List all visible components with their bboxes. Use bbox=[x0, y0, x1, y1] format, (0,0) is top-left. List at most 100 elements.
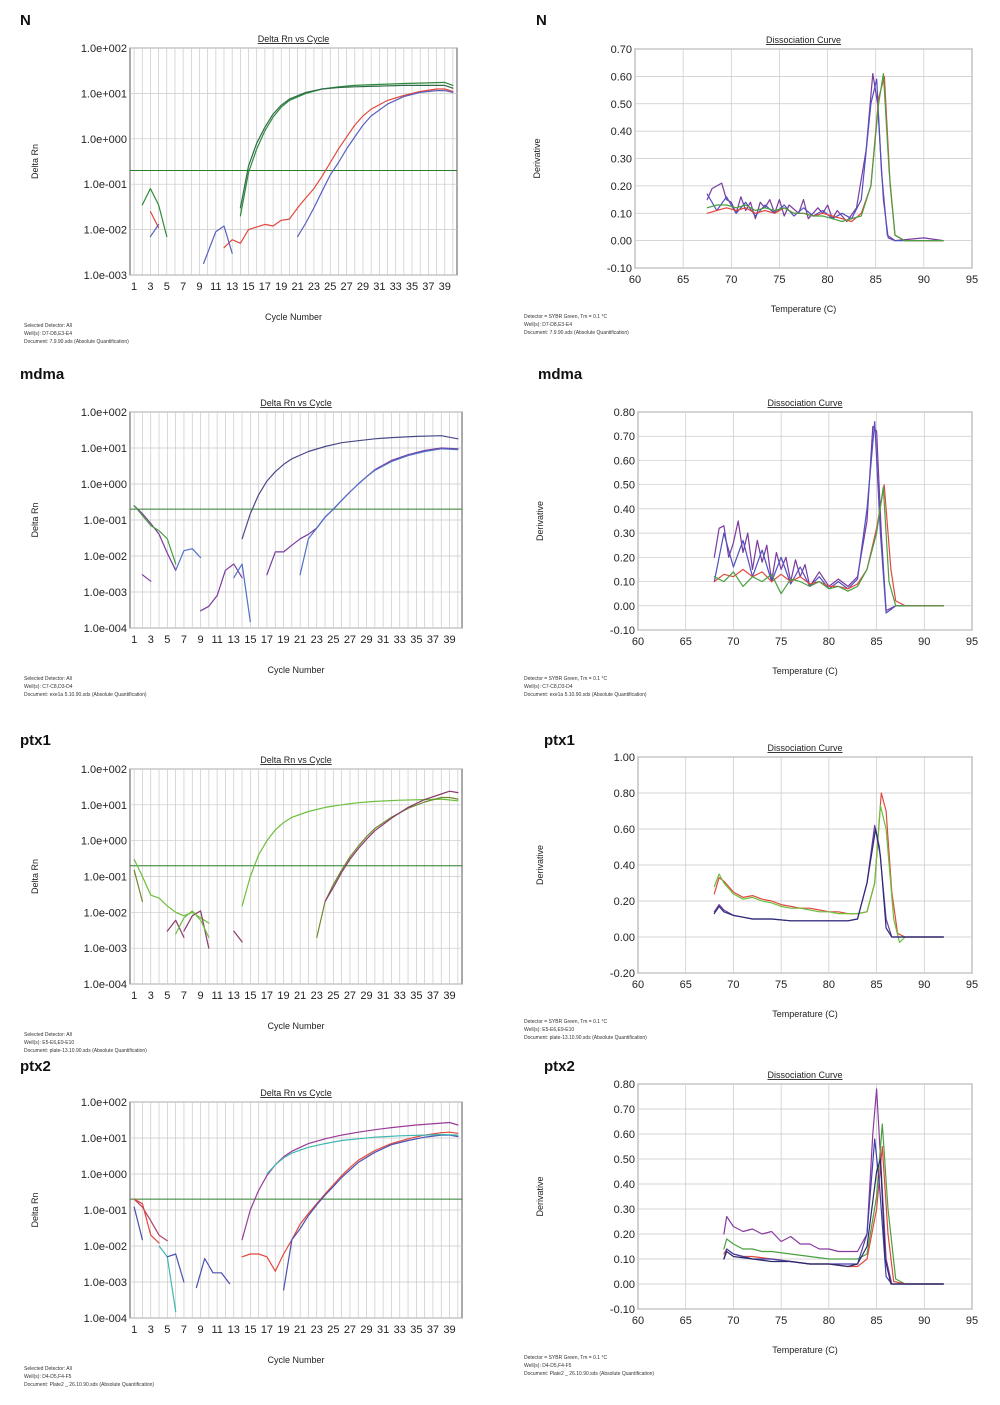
x-tick-label: 95 bbox=[966, 979, 978, 991]
series-line bbox=[133, 1198, 168, 1242]
x-tick-label: 27 bbox=[344, 990, 356, 1002]
footer-text: Well(s): C7-C8,D3-D4 bbox=[524, 684, 573, 690]
series-line bbox=[166, 919, 185, 938]
y-tick-label: 0.20 bbox=[614, 896, 635, 908]
footer-text: Selected Detector: All bbox=[24, 323, 72, 329]
series-line bbox=[203, 225, 233, 264]
y-tick-label: 0.70 bbox=[614, 431, 635, 443]
x-tick-label: 13 bbox=[228, 1324, 240, 1336]
x-tick-label: 19 bbox=[277, 1324, 289, 1336]
footer-text: Document: plate-13.10.90.sds (Absolute Q… bbox=[24, 1048, 147, 1054]
x-axis-title: Cycle Number bbox=[267, 665, 324, 675]
footer-text: Document: exe1a 5.10.90.sds (Absolute Qu… bbox=[524, 692, 647, 698]
x-tick-label: 5 bbox=[164, 990, 170, 1002]
footer-text: Detector = SYBR Green, Tm = 0.1 °C bbox=[524, 1019, 607, 1025]
y-axis-title: Derivative bbox=[535, 501, 545, 541]
y-tick-label: 1.0e-001 bbox=[84, 872, 127, 884]
x-tick-label: 25 bbox=[324, 281, 336, 293]
y-tick-label: 0.50 bbox=[611, 99, 632, 111]
footer-text: Well(s): E5-E6,E9-E10 bbox=[24, 1040, 74, 1046]
x-tick-label: 9 bbox=[197, 990, 203, 1002]
footer-text: Detector = SYBR Green, Tm = 0.1 °C bbox=[524, 676, 607, 682]
footer-text: Document: 7.9.90.sds (Absolute Quantific… bbox=[524, 330, 629, 336]
x-tick-label: 17 bbox=[261, 634, 273, 646]
y-tick-label: 1.0e-002 bbox=[84, 551, 127, 563]
x-tick-label: 95 bbox=[966, 274, 978, 286]
y-tick-label: 1.0e-002 bbox=[84, 1241, 127, 1253]
footer-text: Well(s): D4-D5,F4-F5 bbox=[24, 1374, 72, 1380]
x-tick-label: 21 bbox=[294, 1324, 306, 1336]
x-tick-label: 95 bbox=[966, 1315, 978, 1327]
x-tick-label: 60 bbox=[632, 636, 644, 648]
y-tick-label: 0.70 bbox=[611, 44, 632, 56]
x-tick-label: 85 bbox=[870, 1315, 882, 1327]
x-tick-label: 60 bbox=[632, 979, 644, 991]
series-line bbox=[713, 792, 944, 938]
y-tick-label: 1.0e-004 bbox=[84, 1313, 127, 1325]
x-tick-label: 37 bbox=[427, 1324, 439, 1336]
footer-text: Selected Detector: All bbox=[24, 1032, 72, 1038]
series-line bbox=[723, 1123, 944, 1285]
x-tick-label: 80 bbox=[823, 636, 835, 648]
series-line bbox=[175, 910, 210, 938]
footer-text: Selected Detector: All bbox=[24, 676, 72, 682]
y-tick-label: 1.0e+002 bbox=[81, 1097, 127, 1109]
panel-gene-label: ptx2 bbox=[20, 1058, 51, 1075]
x-tick-label: 19 bbox=[277, 634, 289, 646]
series-line bbox=[283, 1134, 459, 1291]
x-tick-label: 60 bbox=[632, 1315, 644, 1327]
x-tick-label: 13 bbox=[228, 634, 240, 646]
y-tick-label: 0.60 bbox=[614, 1129, 635, 1141]
x-tick-label: 19 bbox=[275, 281, 287, 293]
series-line bbox=[241, 798, 459, 907]
series-line bbox=[324, 790, 459, 903]
series-line bbox=[141, 574, 152, 582]
x-tick-label: 33 bbox=[390, 281, 402, 293]
plot-area bbox=[637, 411, 973, 631]
x-tick-label: 27 bbox=[344, 634, 356, 646]
y-tick-label: 1.0e+002 bbox=[81, 764, 127, 776]
series-line bbox=[233, 930, 243, 943]
y-tick-label: 0.20 bbox=[611, 181, 632, 193]
x-tick-label: 27 bbox=[344, 1324, 356, 1336]
footer-text: Document: 7.9.90.sds (Absolute Quantific… bbox=[24, 339, 129, 345]
x-tick-label: 13 bbox=[226, 281, 238, 293]
series-line bbox=[713, 828, 944, 938]
y-axis-title: Derivative bbox=[532, 138, 542, 178]
x-tick-label: 75 bbox=[773, 274, 785, 286]
y-tick-label: 0.50 bbox=[614, 480, 635, 492]
x-tick-label: 60 bbox=[629, 274, 641, 286]
series-line bbox=[133, 1206, 143, 1241]
y-axis-title: Delta Rn bbox=[30, 144, 40, 179]
x-tick-label: 31 bbox=[377, 990, 389, 1002]
x-tick-label: 23 bbox=[308, 281, 320, 293]
x-tick-label: 33 bbox=[394, 990, 406, 1002]
y-tick-label: 0.00 bbox=[611, 236, 632, 248]
x-tick-label: 90 bbox=[918, 274, 930, 286]
x-tick-label: 25 bbox=[327, 1324, 339, 1336]
x-tick-label: 75 bbox=[775, 636, 787, 648]
y-tick-label: 0.60 bbox=[611, 71, 632, 83]
x-tick-label: 80 bbox=[823, 1315, 835, 1327]
chart-ptx2-diss: 60 65 70 75 80 85 90 95 0.80 0.70 0.60 0.50 0.40 0.30… bbox=[524, 1070, 978, 1377]
series-line bbox=[241, 435, 459, 540]
y-tick-label: -0.10 bbox=[607, 263, 632, 275]
y-tick-label: 1.0e+002 bbox=[81, 407, 127, 419]
series-line bbox=[223, 88, 454, 249]
footer-text: Document: Plate2 _ 26.10.90.sds (Absolut… bbox=[24, 1382, 154, 1388]
y-tick-label: -0.10 bbox=[610, 1304, 635, 1316]
y-tick-label: 1.0e+000 bbox=[81, 479, 127, 491]
y-tick-label: 0.60 bbox=[614, 455, 635, 467]
x-tick-label: 19 bbox=[277, 990, 289, 1002]
y-tick-label: 1.0e+000 bbox=[81, 1169, 127, 1181]
series-line bbox=[166, 1253, 185, 1283]
y-tick-label: 1.0e+001 bbox=[81, 800, 127, 812]
series-line bbox=[133, 505, 177, 565]
series-line bbox=[713, 486, 944, 607]
x-tick-label: 1 bbox=[131, 1324, 137, 1336]
x-tick-label: 35 bbox=[410, 634, 422, 646]
y-axis-title: Derivative bbox=[535, 845, 545, 885]
y-tick-label: 1.0e-002 bbox=[84, 225, 127, 237]
y-tick-label: 1.0e-003 bbox=[84, 270, 127, 282]
series-line bbox=[141, 188, 168, 238]
